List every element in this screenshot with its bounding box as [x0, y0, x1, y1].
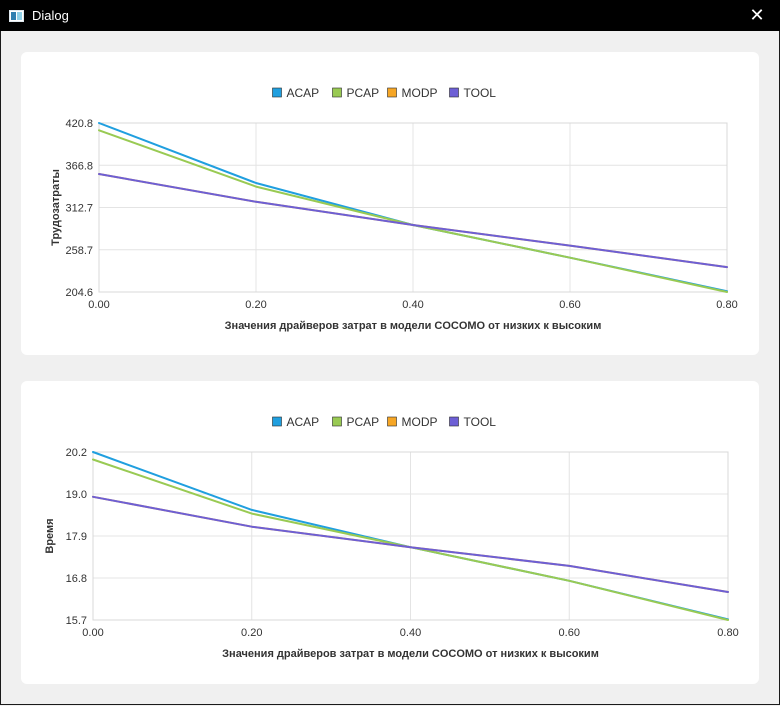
series-line-tool: [98, 173, 728, 269]
legend-label-modp: MODP: [402, 86, 438, 100]
x-tick-label: 0.60: [559, 299, 580, 311]
time-chart: ACAP PCAP MODP TOOL 20.2 19.0 17.9 16.8 15.70.00…: [44, 415, 739, 660]
time-chart-panel: ACAP PCAP MODP TOOL 20.2 19.0 17.9 16.8 15.7 0.00…: [21, 381, 759, 684]
legend-swatch-tool: [449, 416, 459, 427]
x-axis-title: Значения драйверов затрат в модели COCOM…: [225, 320, 602, 332]
x-tick-label: 0.40: [402, 299, 423, 311]
y-tick-label: 204.6: [65, 287, 93, 299]
close-button[interactable]: ✕: [734, 0, 780, 31]
x-axis-title: Значения драйверов затрат в модели COCOM…: [222, 648, 599, 660]
y-tick-label: 17.9: [66, 531, 87, 543]
legend-label-acap: ACAP: [287, 415, 320, 429]
legend-label-acap: ACAP: [287, 86, 320, 100]
y-axis-title: Время: [44, 518, 56, 553]
close-icon: ✕: [749, 5, 765, 25]
x-tick-label: 0.60: [559, 627, 580, 639]
window-title: Dialog: [32, 8, 69, 23]
series-line-tool: [92, 495, 729, 593]
x-tick-label: 0.20: [245, 299, 266, 311]
title-bar: Dialog ✕: [0, 0, 780, 31]
legend-swatch-tool: [449, 87, 459, 98]
app-icon: [9, 9, 24, 22]
legend-label-modp: MODP: [402, 415, 438, 429]
y-tick-label: 258.7: [65, 245, 93, 257]
y-tick-label: 420.8: [65, 118, 93, 130]
legend-label-pcap: PCAP: [347, 415, 380, 429]
legend-label-tool: TOOL: [464, 86, 497, 100]
y-tick-label: 20.2: [66, 447, 87, 459]
legend-swatch-acap: [272, 416, 282, 427]
plot-area-border: [98, 122, 728, 293]
effort-chart: ACAP PCAP MODP TOOL 420.8 366.8 312.7 258.7 204.…: [50, 86, 738, 332]
legend-swatch-pcap: [332, 416, 342, 427]
plot-area-border: [92, 451, 729, 621]
legend-swatch-modp: [387, 87, 397, 98]
legend-label-tool: TOOL: [464, 415, 497, 429]
legend-swatch-modp: [387, 416, 397, 427]
legend-swatch-pcap: [332, 87, 342, 98]
y-tick-label: 15.7: [66, 615, 87, 627]
legend-label-pcap: PCAP: [347, 86, 380, 100]
x-tick-label: 0.40: [400, 627, 421, 639]
y-axis-title: Трудозатраты: [50, 169, 62, 246]
y-tick-label: 366.8: [65, 160, 93, 172]
x-tick-label: 0.80: [716, 299, 737, 311]
x-tick-label: 0.80: [717, 627, 738, 639]
x-tick-label: 0.00: [82, 627, 103, 639]
x-tick-label: 0.00: [88, 299, 109, 311]
y-tick-label: 16.8: [66, 573, 87, 585]
effort-chart-panel: ACAP PCAP MODP TOOL 420.8 366.8 312.7 258.7 204.…: [21, 52, 759, 355]
x-tick-label: 0.20: [241, 627, 262, 639]
y-tick-label: 312.7: [65, 203, 93, 215]
legend-swatch-acap: [272, 87, 282, 98]
y-tick-label: 19.0: [66, 489, 87, 501]
